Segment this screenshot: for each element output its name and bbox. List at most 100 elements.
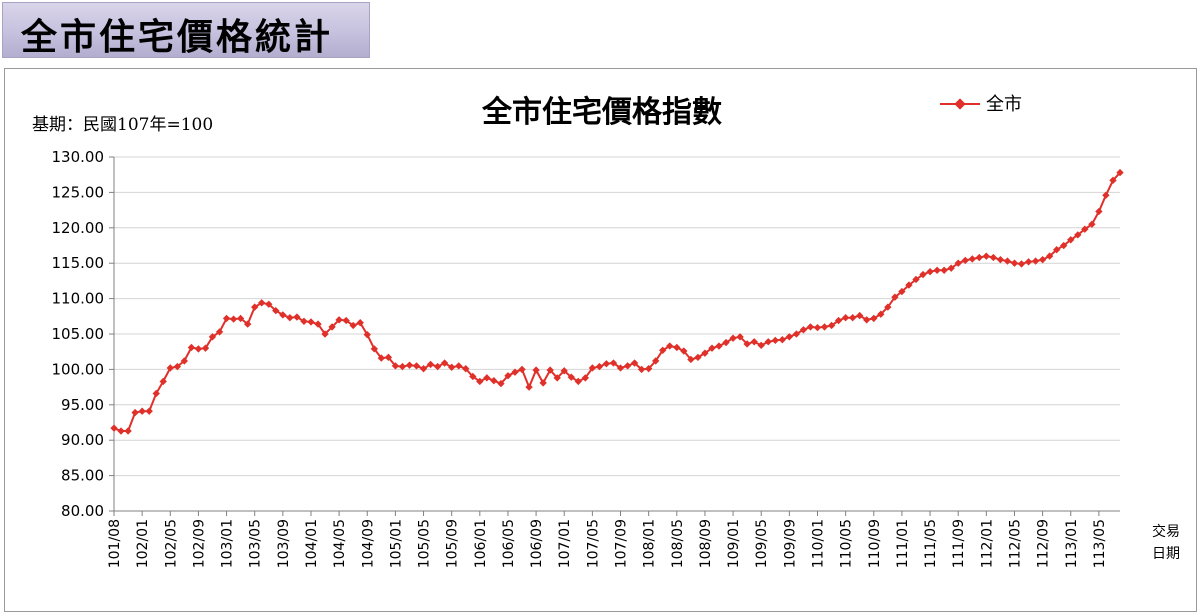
data-point bbox=[630, 359, 639, 367]
x-tick-label: 108/01 bbox=[642, 519, 658, 568]
y-tick-label: 85.00 bbox=[61, 467, 104, 485]
data-point bbox=[448, 363, 456, 371]
data-point bbox=[349, 321, 357, 330]
data-point bbox=[138, 407, 146, 415]
page-banner: 全市住宅價格統計 bbox=[2, 2, 370, 58]
data-point bbox=[743, 340, 751, 348]
data-point bbox=[834, 316, 843, 325]
data-point bbox=[989, 253, 998, 262]
data-point bbox=[947, 264, 955, 272]
data-point bbox=[715, 342, 723, 350]
data-point bbox=[251, 303, 259, 311]
data-point bbox=[954, 259, 962, 267]
x-tick-label: 107/05 bbox=[585, 519, 601, 568]
data-point bbox=[574, 377, 582, 386]
y-axis: 80.00 85.00 90.00 95.00 100.00 105.00 110.00 11… bbox=[52, 148, 115, 520]
data-point bbox=[841, 314, 850, 322]
y-tick-label: 90.00 bbox=[61, 431, 104, 449]
data-point bbox=[778, 336, 787, 344]
data-point bbox=[1003, 257, 1012, 265]
data-point bbox=[194, 345, 203, 353]
x-tick-label: 105/09 bbox=[445, 519, 461, 568]
data-point bbox=[996, 255, 1005, 264]
legend: 全市 bbox=[940, 94, 1022, 115]
base-period-note: 基期：民國107年=100 bbox=[32, 115, 213, 135]
x-tick-label: 113/05 bbox=[1092, 519, 1108, 568]
data-point bbox=[300, 317, 308, 325]
data-point bbox=[553, 374, 561, 382]
data-point bbox=[666, 342, 674, 350]
data-point bbox=[265, 300, 273, 308]
data-point bbox=[708, 344, 716, 352]
series-line-全市 bbox=[113, 171, 1121, 432]
y-tick-label: 95.00 bbox=[61, 396, 104, 414]
data-point bbox=[616, 364, 625, 372]
y-tick-label: 105.00 bbox=[52, 325, 105, 343]
legend-marker bbox=[954, 98, 966, 110]
data-point bbox=[286, 314, 294, 322]
data-point bbox=[609, 359, 618, 367]
data-point bbox=[1095, 207, 1103, 216]
data-point bbox=[637, 365, 646, 374]
data-point bbox=[975, 253, 983, 262]
x-tick-label: 108/09 bbox=[698, 519, 714, 568]
chart-title: 全市住宅價格指數 bbox=[481, 95, 722, 130]
data-point bbox=[222, 314, 231, 323]
x-tick-label: 112/01 bbox=[979, 519, 995, 568]
y-tick-label: 125.00 bbox=[52, 183, 105, 201]
data-point bbox=[342, 316, 350, 325]
data-point bbox=[644, 364, 653, 373]
data-point bbox=[820, 323, 829, 331]
data-point bbox=[757, 341, 765, 350]
data-point bbox=[898, 287, 906, 296]
data-point bbox=[736, 333, 744, 341]
data-point bbox=[455, 362, 463, 370]
y-tick-label: 120.00 bbox=[52, 219, 105, 237]
data-point bbox=[560, 367, 568, 375]
data-point bbox=[792, 330, 801, 338]
x-tick-label: 110/05 bbox=[839, 519, 855, 568]
x-tick-label: 111/09 bbox=[951, 519, 967, 568]
data-point bbox=[750, 338, 758, 346]
data-point bbox=[694, 353, 702, 362]
gridlines bbox=[114, 156, 1120, 512]
data-point bbox=[483, 374, 491, 382]
x-tick-label: 104/05 bbox=[332, 519, 348, 568]
x-tick-label: 106/05 bbox=[501, 519, 517, 568]
data-point bbox=[982, 252, 990, 260]
data-point bbox=[117, 427, 125, 435]
data-point bbox=[1060, 241, 1068, 250]
data-point bbox=[722, 338, 730, 347]
chart-frame bbox=[4, 68, 1197, 612]
data-point bbox=[771, 336, 779, 345]
data-point bbox=[623, 362, 632, 370]
data-point bbox=[511, 368, 519, 376]
x-tick-label: 113/01 bbox=[1064, 519, 1080, 568]
x-tick-label: 106/09 bbox=[529, 519, 545, 568]
data-point bbox=[377, 354, 386, 362]
x-tick-label: 102/01 bbox=[135, 519, 151, 568]
data-point bbox=[1031, 257, 1040, 265]
data-point bbox=[933, 266, 941, 274]
data-point bbox=[229, 315, 238, 323]
data-point bbox=[891, 293, 899, 301]
data-point bbox=[1038, 256, 1047, 264]
data-point bbox=[848, 314, 857, 322]
data-point bbox=[940, 266, 948, 274]
x-tick-label: 105/01 bbox=[388, 519, 404, 568]
data-point bbox=[1017, 260, 1026, 268]
data-point bbox=[321, 330, 329, 338]
data-point bbox=[166, 364, 174, 372]
data-point bbox=[799, 326, 808, 334]
data-point bbox=[145, 407, 153, 415]
x-tick-label: 108/05 bbox=[670, 519, 686, 568]
banner-title: 全市住宅價格統計 bbox=[21, 16, 334, 58]
x-tick-label: 102/09 bbox=[191, 519, 207, 568]
data-point bbox=[525, 383, 533, 391]
x-tick-label: 103/09 bbox=[276, 519, 292, 568]
data-point bbox=[419, 365, 428, 373]
data-point bbox=[131, 408, 139, 417]
data-point bbox=[652, 357, 660, 365]
x-tick-label: 103/05 bbox=[248, 519, 264, 568]
x-axis: 101/08 102/01 102/05 102/09 103/01 103/05 103/… bbox=[107, 511, 1108, 568]
